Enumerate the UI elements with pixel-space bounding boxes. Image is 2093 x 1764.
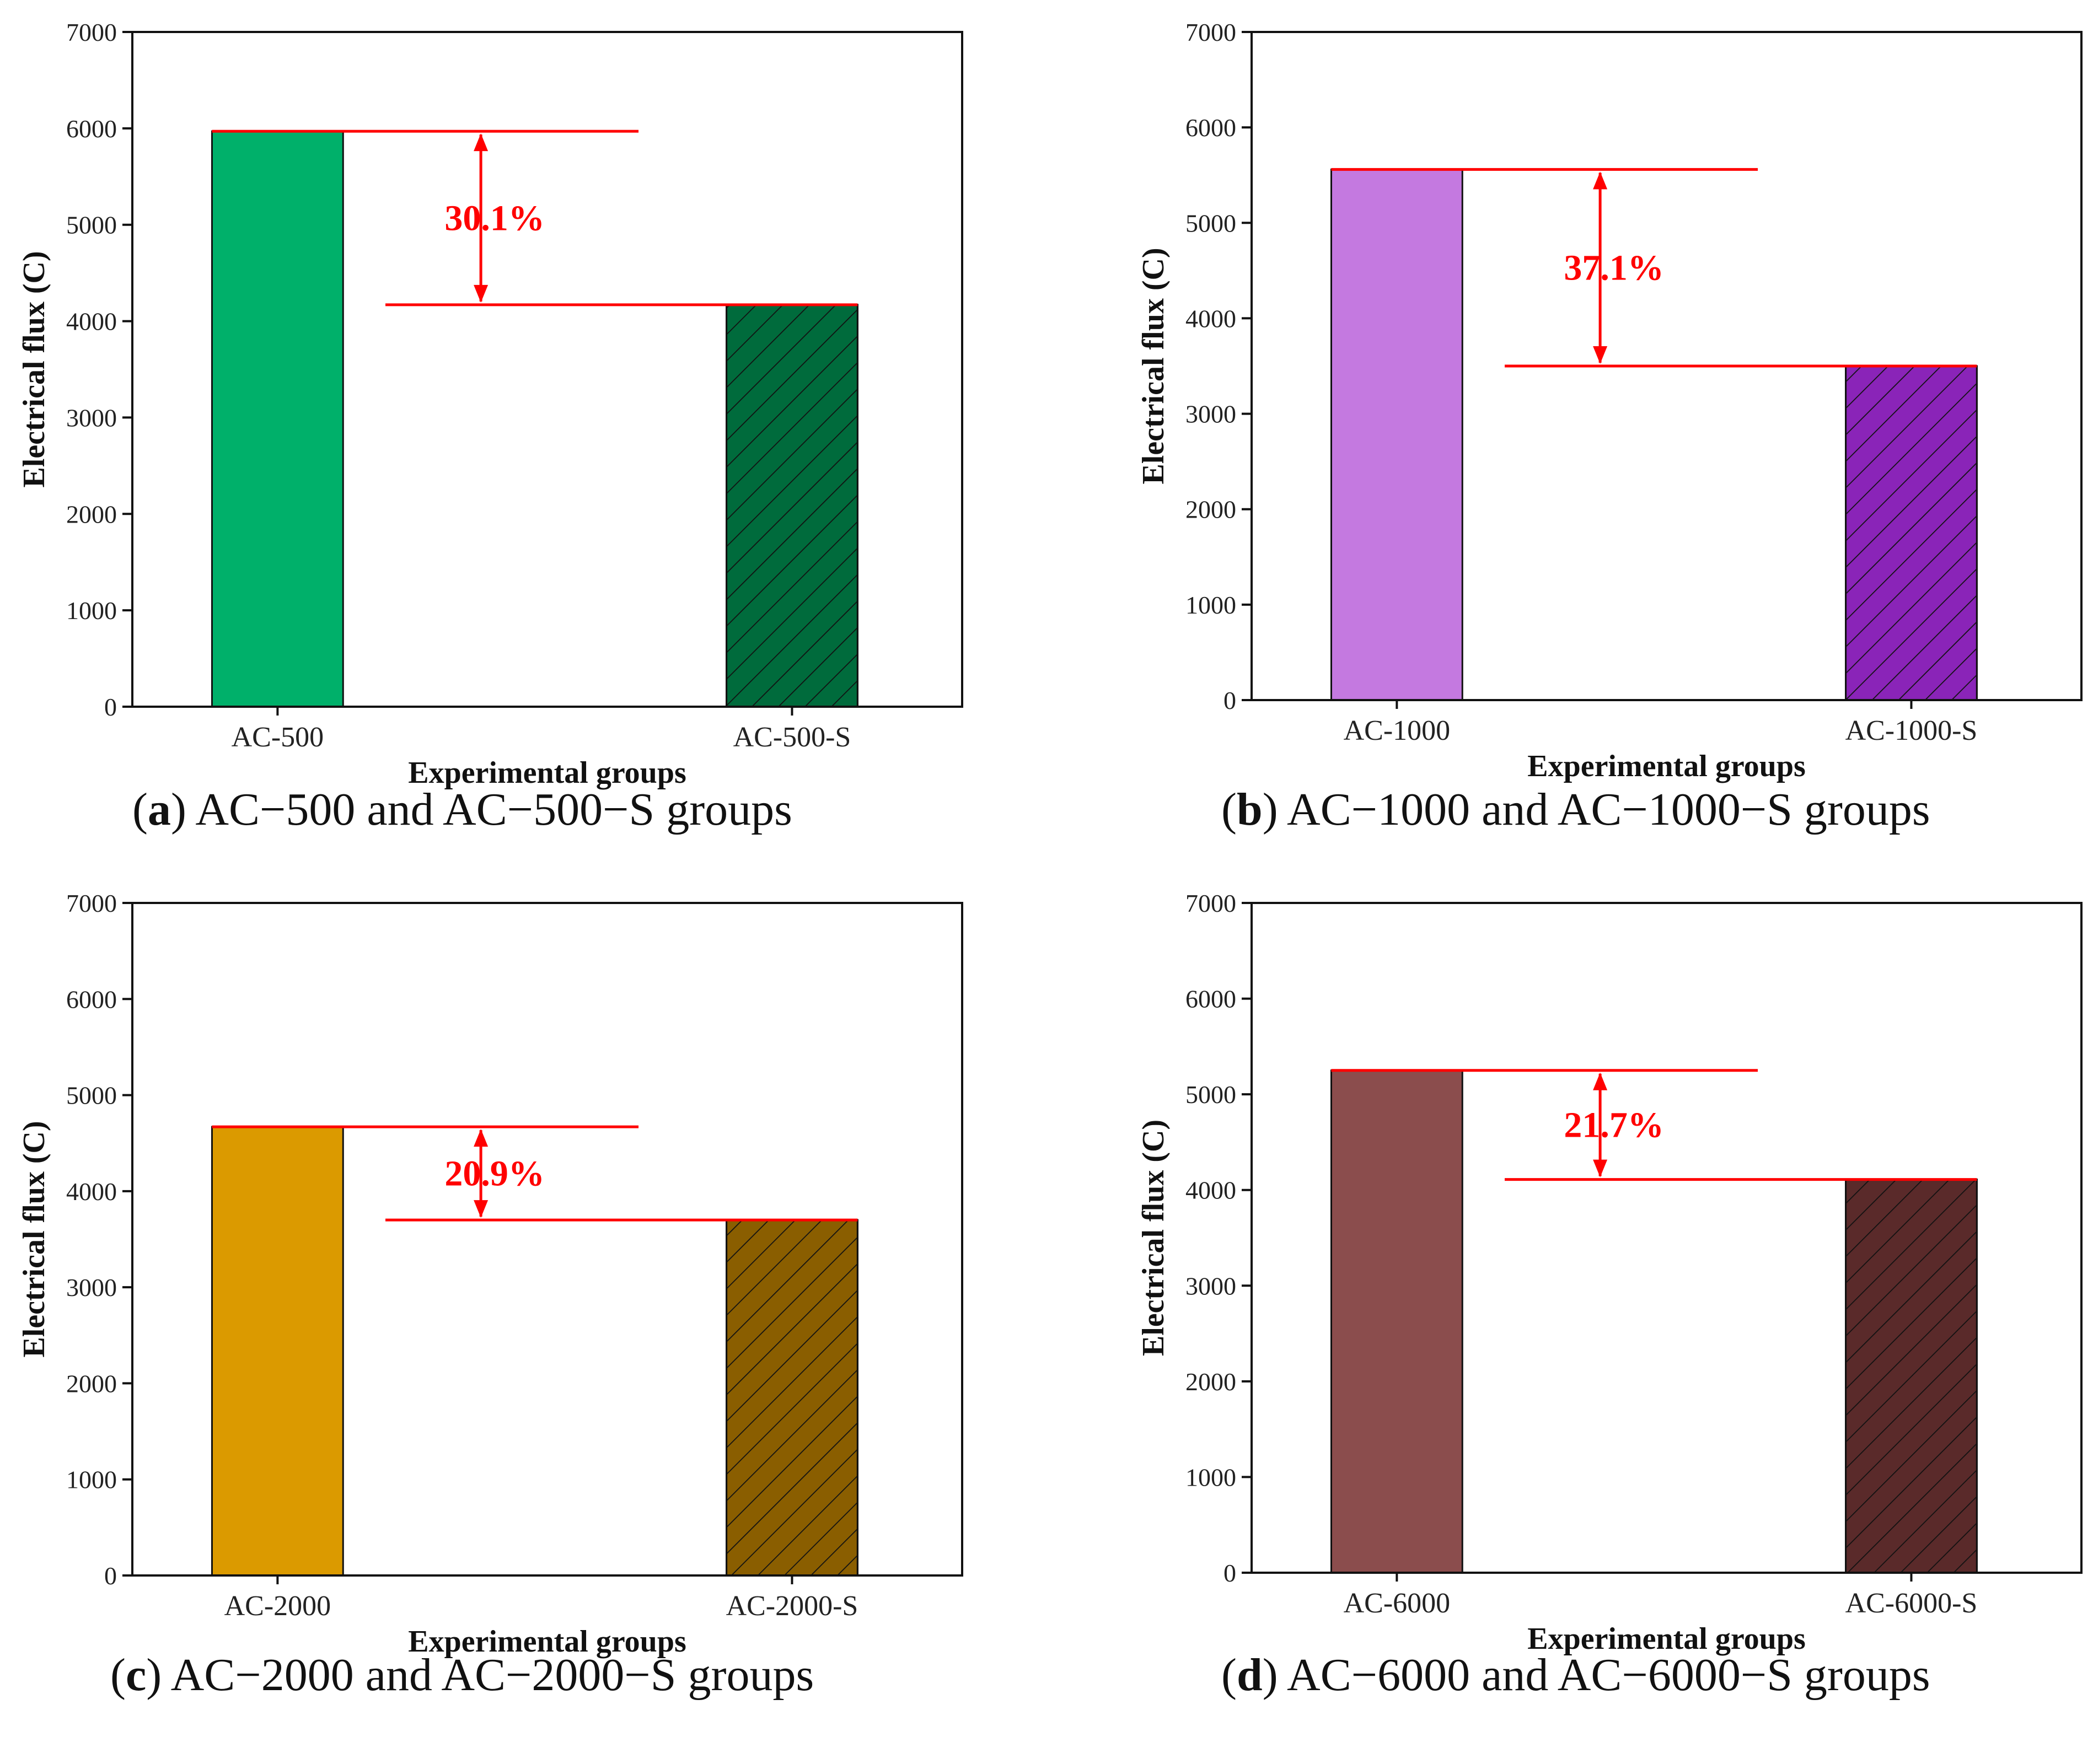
arrow-head-up: [474, 133, 489, 152]
y-tick-label: 3000: [66, 1273, 117, 1302]
panel-caption-text: AC−6000 and AC−6000−S groups: [1287, 1649, 1930, 1701]
y-tick-label: 0: [104, 1562, 117, 1590]
y-axis-title: Electrical flux (C): [1136, 1120, 1171, 1356]
panel-caption-text: AC−2000 and AC−2000−S groups: [170, 1649, 814, 1701]
panel-caption: (b) AC−1000 and AC−1000−S groups: [1221, 784, 1930, 835]
y-tick-label: 5000: [1185, 1080, 1236, 1109]
y-tick-label: 3000: [66, 404, 117, 432]
reduction-percent-label: 21.7%: [1564, 1105, 1664, 1145]
x-tick-label: AC-1000: [1344, 715, 1451, 746]
y-tick-label: 0: [104, 693, 117, 721]
y-tick-label: 1000: [66, 596, 117, 625]
y-axis-title: Electrical flux (C): [1136, 248, 1171, 484]
panel-letter: c: [125, 1649, 147, 1701]
panel-caption: (d) AC−6000 and AC−6000−S groups: [1221, 1649, 1930, 1701]
arrow-head-up: [1593, 171, 1608, 190]
y-tick-label: 2000: [1185, 1368, 1236, 1396]
bar-hatch-ac-2000-s: [726, 1219, 858, 1577]
y-tick-label: 7000: [1185, 18, 1236, 46]
plot-frame: [131, 31, 963, 708]
y-axis-title: Electrical flux (C): [17, 251, 51, 487]
y-tick-label: 6000: [1185, 985, 1236, 1013]
arrow-head-up: [474, 1129, 489, 1147]
x-tick-label: AC-1000-S: [1845, 715, 1978, 746]
x-tick-label: AC-2000-S: [726, 1590, 858, 1622]
bar-ac-500-s: [726, 304, 858, 708]
y-tick-label: 3000: [1185, 400, 1236, 428]
x-tick-label: AC-6000-S: [1845, 1588, 1978, 1619]
x-axis-title: Experimental groups: [1527, 749, 1806, 783]
y-tick-label: 6000: [66, 115, 117, 143]
panel-caption-text: AC−500 and AC−500−S groups: [195, 784, 792, 835]
y-tick-label: 2000: [66, 1369, 117, 1397]
bar-ac-500: [211, 130, 344, 708]
y-tick-label: 4000: [66, 308, 117, 336]
panel-letter: d: [1236, 1649, 1263, 1701]
panel-letter: a: [147, 784, 171, 835]
x-tick-label: AC-500-S: [733, 722, 851, 753]
y-tick-label: 7000: [66, 18, 117, 46]
panel-letter: b: [1236, 784, 1263, 835]
x-tick-label: AC-2000: [224, 1590, 331, 1622]
y-tick-label: 1000: [1185, 591, 1236, 619]
bar-ac-1000-s: [1845, 365, 1978, 701]
bar-hatch-ac-1000-s: [1845, 365, 1978, 701]
panel-caption: (c) AC−2000 and AC−2000−S groups: [110, 1649, 814, 1701]
arrow-head-up: [1593, 1072, 1608, 1090]
bar-ac-6000-s: [1845, 1179, 1978, 1574]
plot-frame: [1251, 902, 2083, 1574]
arrow-head-down: [474, 1200, 489, 1218]
y-axis-title: Electrical flux (C): [17, 1121, 51, 1357]
y-tick-label: 5000: [66, 211, 117, 239]
bar-hatch-ac-500-s: [726, 304, 858, 708]
y-tick-label: 0: [1223, 1559, 1236, 1587]
panel-caption-text: AC−1000 and AC−1000−S groups: [1287, 784, 1930, 835]
y-tick-label: 5000: [1185, 209, 1236, 237]
y-tick-label: 2000: [1185, 496, 1236, 524]
plot-frame: [1251, 31, 2083, 701]
y-tick-label: 5000: [66, 1082, 117, 1110]
x-tick-label: AC-6000: [1344, 1588, 1451, 1619]
arrow-head-down: [474, 284, 489, 303]
arrow-head-down: [1593, 1159, 1608, 1177]
bar-hatch-ac-6000-s: [1845, 1179, 1978, 1574]
y-tick-label: 7000: [1185, 889, 1236, 917]
y-tick-label: 3000: [1185, 1272, 1236, 1300]
reduction-percent-label: 37.1%: [1564, 248, 1664, 288]
bar-ac-2000-s: [726, 1219, 858, 1577]
y-tick-label: 2000: [66, 500, 117, 528]
y-tick-label: 0: [1223, 686, 1236, 714]
plot-frame: [131, 902, 963, 1577]
reduction-percent-label: 20.9%: [444, 1154, 545, 1194]
bar-ac-2000: [211, 1126, 344, 1577]
y-tick-label: 1000: [1185, 1463, 1236, 1491]
y-tick-label: 4000: [1185, 1176, 1236, 1204]
y-tick-label: 1000: [66, 1466, 117, 1494]
x-tick-label: AC-500: [232, 722, 324, 753]
reduction-percent-label: 30.1%: [444, 198, 545, 238]
y-tick-label: 6000: [1185, 114, 1236, 142]
arrow-head-down: [1593, 346, 1608, 364]
y-tick-label: 6000: [66, 985, 117, 1013]
bar-ac-1000: [1330, 168, 1463, 701]
bar-ac-6000: [1330, 1069, 1463, 1574]
panel-caption: (a) AC−500 and AC−500−S groups: [132, 784, 792, 835]
y-tick-label: 4000: [66, 1177, 117, 1206]
y-tick-label: 4000: [1185, 304, 1236, 332]
y-tick-label: 7000: [66, 889, 117, 917]
